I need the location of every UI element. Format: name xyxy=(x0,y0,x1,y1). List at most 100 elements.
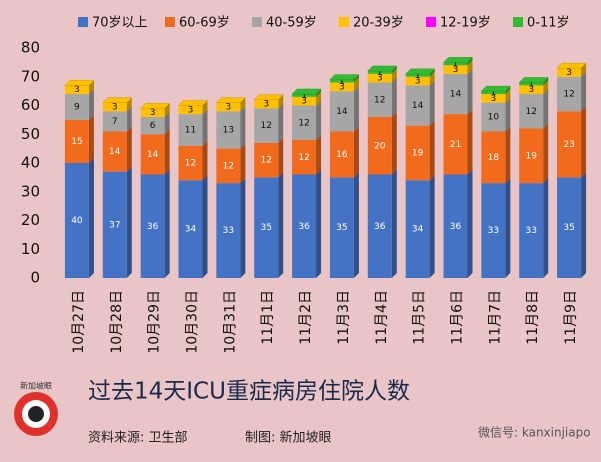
bar-side xyxy=(126,126,132,172)
bar-top xyxy=(405,68,436,75)
bar-segment xyxy=(481,94,506,103)
bar-segment xyxy=(481,102,506,132)
x-tick-label: 11月1日 xyxy=(260,290,276,345)
data-label: 1 xyxy=(301,91,307,101)
data-label: 3 xyxy=(74,85,80,95)
x-tick-label: 11月4日 xyxy=(374,290,390,345)
x-tick-label: 10月28日 xyxy=(109,290,125,354)
bar-side xyxy=(581,71,587,112)
bar-side xyxy=(316,169,322,278)
bar-segment xyxy=(178,145,203,181)
bar-segment xyxy=(254,99,279,109)
data-label: 19 xyxy=(412,148,424,158)
bar-top xyxy=(556,62,587,69)
data-label: 33 xyxy=(525,226,536,236)
logo-eye xyxy=(28,406,44,422)
bar-segment xyxy=(292,94,317,97)
bar-segment xyxy=(443,62,468,66)
bar-segment xyxy=(292,96,317,106)
bar-segment xyxy=(292,174,317,278)
bar-segment xyxy=(292,140,317,175)
data-label: 10 xyxy=(488,113,500,123)
bar-segment xyxy=(367,71,392,74)
x-tick-label: 10月31日 xyxy=(222,290,238,354)
bar-segment xyxy=(216,102,241,112)
data-label: 3 xyxy=(415,77,421,87)
bar-side xyxy=(543,89,549,129)
bar-side xyxy=(467,109,473,175)
data-label: 36 xyxy=(147,222,159,232)
bar-side xyxy=(316,91,322,106)
bar-side xyxy=(88,80,94,94)
data-label: 18 xyxy=(488,153,500,163)
bar-segment xyxy=(102,111,127,132)
bar-segment xyxy=(102,171,127,278)
data-label: 36 xyxy=(450,222,462,232)
data-label: 35 xyxy=(336,223,347,233)
data-label: 12 xyxy=(223,161,234,171)
bar-side xyxy=(391,66,397,74)
bar-top xyxy=(64,80,95,86)
bar-side xyxy=(126,97,132,112)
bar-segment xyxy=(64,94,89,120)
data-label: 1 xyxy=(377,68,383,78)
bar-segment xyxy=(557,111,582,178)
bar-side xyxy=(88,114,94,163)
bar-side xyxy=(278,103,284,143)
x-tick-label: 10月30日 xyxy=(185,290,201,354)
bar-segment xyxy=(405,125,430,181)
data-label: 3 xyxy=(263,100,269,110)
x-tick-label: 10月27日 xyxy=(71,290,87,354)
bar-side xyxy=(391,169,397,278)
bar-side xyxy=(429,120,435,181)
bar-segment xyxy=(557,68,582,77)
data-label: 14 xyxy=(109,147,121,157)
bar-segment xyxy=(367,117,392,175)
data-label: 23 xyxy=(563,140,574,150)
data-label: 19 xyxy=(525,151,537,161)
x-tick-label: 11月8日 xyxy=(525,290,541,345)
bar-segment xyxy=(178,180,203,278)
legend-swatch xyxy=(78,17,88,27)
bar-segment xyxy=(557,177,582,278)
data-label: 1 xyxy=(415,71,421,81)
bar-side xyxy=(353,77,359,92)
data-label: 33 xyxy=(223,226,234,236)
legend-label: 12-19岁 xyxy=(440,16,491,31)
bar-side xyxy=(240,97,246,112)
y-tick-label: 30 xyxy=(21,182,40,200)
x-tick-label: 10月29日 xyxy=(147,290,163,354)
bar-segment xyxy=(102,131,127,172)
bar-side xyxy=(316,100,322,140)
bar-side xyxy=(240,106,246,149)
bar-top xyxy=(102,97,133,103)
bar-segment xyxy=(443,114,468,175)
data-label: 15 xyxy=(71,137,82,147)
bar-side xyxy=(353,74,359,83)
bar-top xyxy=(518,77,549,83)
bar-segment xyxy=(216,148,241,184)
bar-segment xyxy=(405,76,430,86)
data-label: 6 xyxy=(150,121,156,131)
credit: 制图: 新加坡眼 xyxy=(245,430,332,446)
x-tick-label: 11月7日 xyxy=(487,290,503,345)
bar-side xyxy=(88,89,94,120)
data-label: 3 xyxy=(150,108,156,118)
bar-segment xyxy=(140,108,165,117)
data-label: 9 xyxy=(74,102,80,112)
bar-side xyxy=(581,172,587,278)
bar-top xyxy=(140,103,171,109)
bar-segment xyxy=(367,82,392,117)
legend-label: 0-11岁 xyxy=(527,16,570,31)
bar-side xyxy=(429,80,435,126)
data-label: 1 xyxy=(453,59,459,69)
bar-side xyxy=(240,178,246,278)
x-tick-label: 11月2日 xyxy=(298,290,314,345)
bar-segment xyxy=(64,119,89,163)
bar-side xyxy=(278,94,284,109)
data-label: 12 xyxy=(374,95,385,105)
data-label: 12 xyxy=(260,121,271,131)
bar-segment xyxy=(405,85,430,126)
data-label: 14 xyxy=(147,150,159,160)
